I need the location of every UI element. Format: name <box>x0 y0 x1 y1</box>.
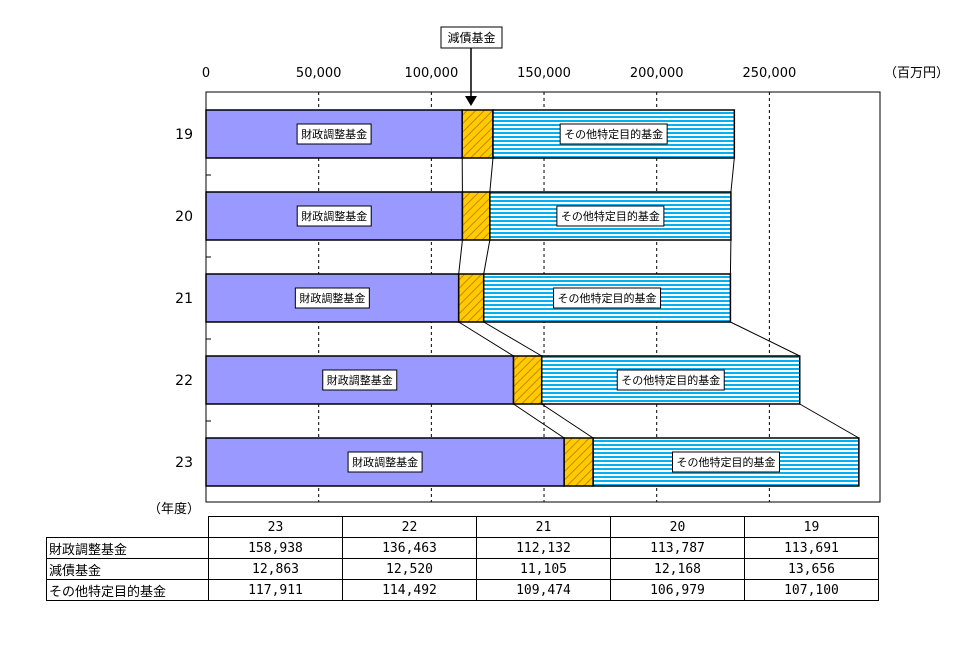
annotation-callout: 減債基金 <box>440 26 503 106</box>
bar-segment-label: 財政調整基金 <box>352 455 418 469</box>
category-label: 23 <box>175 455 193 471</box>
series-connector-line <box>729 239 732 275</box>
annotation-label: 減債基金 <box>447 30 495 45</box>
table-row: 減債基金 12,863 12,520 11,105 12,168 13,656 <box>46 558 879 580</box>
series-connector-line <box>458 239 463 275</box>
series-connector-line <box>541 403 594 439</box>
bar-segment <box>461 191 491 241</box>
table-row: 財政調整基金 158,938 136,463 112,132 113,787 1… <box>46 537 879 559</box>
category-label: 22 <box>175 373 193 389</box>
data-table: 23 22 21 20 19 財政調整基金 158,938 136,463 11… <box>46 516 879 601</box>
bar-segment-label: その他特定目的基金 <box>561 209 660 223</box>
table-row-label: 減債基金 <box>46 558 209 580</box>
table-cell: 112,132 <box>476 537 611 559</box>
table-cell: 106,979 <box>610 579 745 601</box>
table-cell: 158,938 <box>208 537 343 559</box>
bar-segment <box>563 437 594 487</box>
table-col-header: 19 <box>744 516 879 538</box>
x-tick-label: 50,000 <box>296 66 342 81</box>
table-cell: 113,691 <box>744 537 879 559</box>
year-axis-label: （年度） <box>148 501 200 516</box>
stacked-bar-chart: 0 50,000 100,000 150,000 200,000 250,000 財政調整基… <box>148 26 949 516</box>
table-cell: 12,168 <box>610 558 745 580</box>
category-label: 19 <box>175 127 193 143</box>
series-connector-line <box>730 157 735 193</box>
x-tick-label: 100,000 <box>404 66 458 81</box>
bar-segment-label-box <box>672 451 781 473</box>
x-tick-label: 150,000 <box>517 66 571 81</box>
table-col-header: 21 <box>476 516 611 538</box>
table-cell: 107,100 <box>744 579 879 601</box>
table-row-label: その他特定目的基金 <box>46 579 209 601</box>
table-col-header: 22 <box>342 516 477 538</box>
annotation-arrow-head <box>465 96 477 106</box>
series-connector-line <box>730 321 800 357</box>
x-tick-label: 0 <box>202 66 210 81</box>
table-cell: 13,656 <box>744 558 879 580</box>
series-connector-line <box>458 321 514 357</box>
table-row-label: 財政調整基金 <box>46 537 209 559</box>
bar-segment-label-box <box>294 287 370 309</box>
table-cell: 113,787 <box>610 537 745 559</box>
bar-segment-label: その他特定目的基金 <box>677 455 776 469</box>
bar-segment-label: その他特定目的基金 <box>558 291 657 305</box>
table-cell: 117,911 <box>208 579 343 601</box>
bar-segment-label: その他特定目的基金 <box>564 127 663 141</box>
x-tick-label: 250,000 <box>742 66 796 81</box>
bar-segment <box>482 273 732 323</box>
table-row: その他特定目的基金 117,911 114,492 109,474 106,97… <box>46 579 879 601</box>
bar-segment-label: 財政調整基金 <box>301 127 367 141</box>
table-corner <box>46 516 209 538</box>
bar-segment-label-box <box>559 123 668 145</box>
series-connector-line <box>513 403 565 439</box>
series-connector-line <box>483 321 542 357</box>
bar-segment-label-box <box>556 205 665 227</box>
bar-segment-label-box <box>347 451 423 473</box>
table-cell: 11,105 <box>476 558 611 580</box>
bar-segment-label: 財政調整基金 <box>301 209 367 223</box>
category-label: 21 <box>175 291 193 307</box>
bar-segment-label: その他特定目的基金 <box>621 373 720 387</box>
series-connector-line <box>799 403 860 439</box>
bar-segment-label: 財政調整基金 <box>299 291 365 305</box>
bar-segment-label-box <box>296 123 372 145</box>
x-tick-label: 200,000 <box>630 66 684 81</box>
table-col-header: 23 <box>208 516 343 538</box>
unit-label: （百万円） <box>884 66 949 81</box>
bar-segment <box>461 109 494 159</box>
table-cell: 12,863 <box>208 558 343 580</box>
category-label: 20 <box>175 209 193 225</box>
bar-segment-label-box <box>616 369 725 391</box>
bar-segment-label-box <box>296 205 372 227</box>
table-cell: 114,492 <box>342 579 477 601</box>
table-col-header: 20 <box>610 516 745 538</box>
bar-segment-label: 財政調整基金 <box>327 373 393 387</box>
series-connector-line <box>489 157 494 193</box>
table-cell: 136,463 <box>342 537 477 559</box>
table-header-row: 23 22 21 20 19 <box>46 516 879 538</box>
table-cell: 12,520 <box>342 558 477 580</box>
bar-segment <box>457 273 485 323</box>
bar-segment <box>512 355 543 405</box>
bar-segment-label-box <box>553 287 662 309</box>
table-cell: 109,474 <box>476 579 611 601</box>
bar-segment-label-box <box>322 369 398 391</box>
series-connector-line <box>483 239 491 275</box>
